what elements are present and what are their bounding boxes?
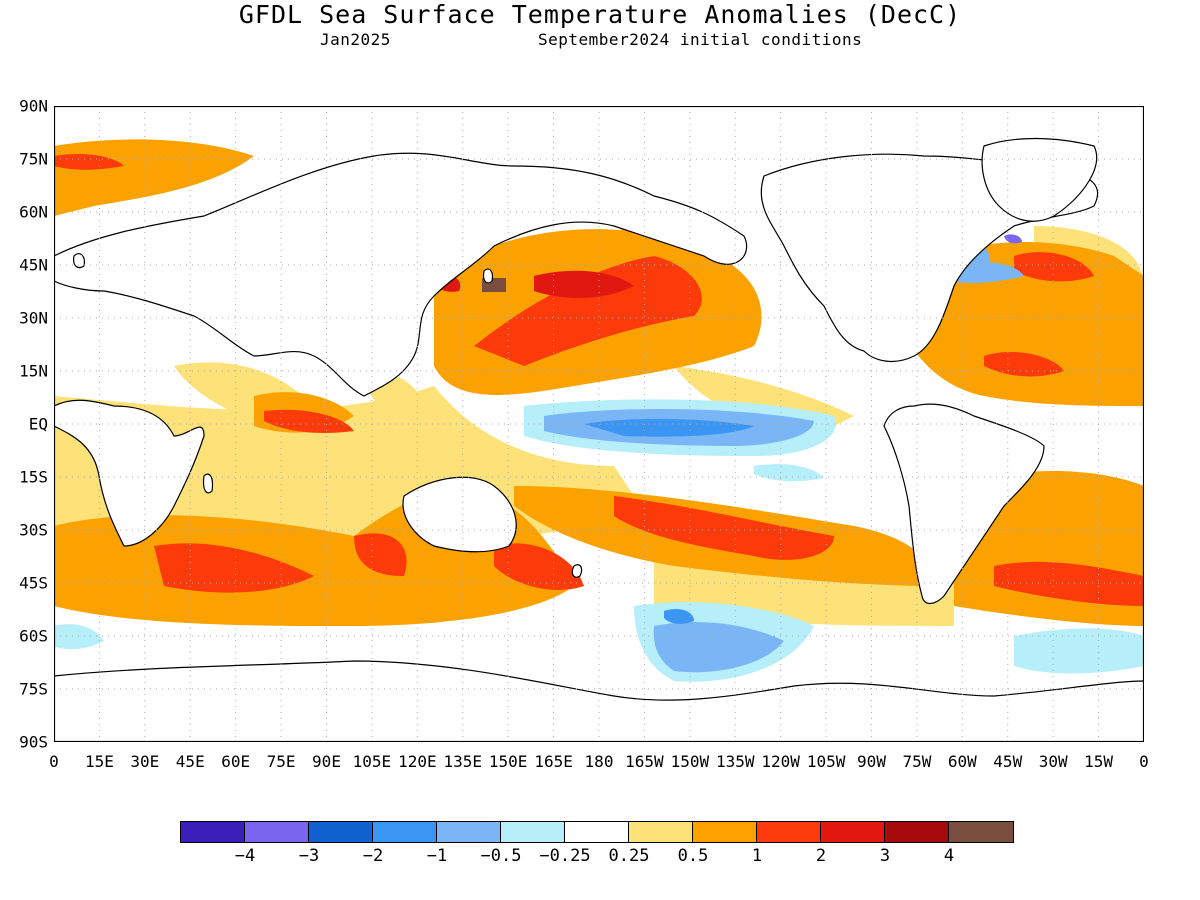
lat-label: 45S xyxy=(19,573,48,593)
lon-label: 105E xyxy=(352,752,392,771)
lon-label: 105W xyxy=(806,752,846,771)
colorbar-label: 0.5 xyxy=(677,846,709,866)
colorbar-label: 2 xyxy=(815,846,827,866)
lon-label: 90W xyxy=(857,752,886,771)
lat-label: 60N xyxy=(19,202,48,222)
lon-label: 120W xyxy=(761,752,800,771)
lon-label: 165E xyxy=(534,752,573,771)
map-grid xyxy=(54,106,1144,742)
anomaly-1-2 xyxy=(54,154,1144,606)
lon-label: 15E xyxy=(84,752,114,771)
colorbar-swatch xyxy=(693,822,757,842)
lat-label: 15N xyxy=(19,361,48,381)
lon-label: 150E xyxy=(488,752,528,771)
colorbar-label: −3 xyxy=(298,846,320,866)
colorbar-swatch xyxy=(821,822,885,842)
colorbar-label: 4 xyxy=(943,846,955,866)
colorbar-swatch xyxy=(501,822,565,842)
lon-label: 90E xyxy=(312,752,341,771)
lon-label: 0 xyxy=(1139,752,1149,771)
colorbar-label: −2 xyxy=(362,846,384,866)
colorbar-swatch xyxy=(565,822,629,842)
colorbar-swatch xyxy=(885,822,949,842)
lat-label: 15S xyxy=(19,467,48,487)
colorbar-swatch xyxy=(757,822,821,842)
anomaly-neg-3-4 xyxy=(1004,234,1022,244)
lat-label: 30N xyxy=(19,308,48,328)
lon-label: 120E xyxy=(398,752,437,771)
lon-label: 150W xyxy=(670,752,710,771)
lat-label: 30S xyxy=(19,520,48,540)
lon-label: 60E xyxy=(221,752,251,771)
colorbar-swatch xyxy=(949,822,1013,842)
lat-label: 45N xyxy=(19,255,48,275)
colorbar-swatch xyxy=(309,822,373,842)
sst-anomaly-map xyxy=(54,106,1144,742)
lat-label: 75N xyxy=(19,149,48,169)
lon-label: 0 xyxy=(49,752,59,771)
colorbar-label: 3 xyxy=(879,846,891,866)
lon-label: 45E xyxy=(175,752,205,771)
lat-label: 60S xyxy=(19,626,48,646)
lon-label: 60W xyxy=(947,752,977,771)
colorbar-swatch xyxy=(181,822,245,842)
colorbar xyxy=(180,821,1014,843)
lat-label: 90S xyxy=(19,732,48,752)
lat-label: 75S xyxy=(19,679,48,699)
colorbar-label: −4 xyxy=(234,846,256,866)
lon-label: 75W xyxy=(902,752,932,771)
lon-label: 75E xyxy=(266,752,296,771)
lon-label: 15W xyxy=(1084,752,1114,771)
lon-label: 45W xyxy=(993,752,1023,771)
lon-label: 165W xyxy=(625,752,664,771)
lon-label: 180 xyxy=(584,752,614,771)
map-title: GFDL Sea Surface Temperature Anomalies (… xyxy=(238,0,962,29)
colorbar-label: −0.5 xyxy=(480,846,522,866)
colorbar-label: 0.25 xyxy=(608,846,650,866)
colorbar-swatch xyxy=(437,822,501,842)
lon-label: 30W xyxy=(1038,752,1068,771)
colorbar-swatch xyxy=(629,822,693,842)
colorbar-label: 1 xyxy=(751,846,763,866)
colorbar-label: −0.25 xyxy=(539,846,591,866)
colorbar-swatch xyxy=(373,822,437,842)
forecast-month: Jan2025 xyxy=(320,30,391,49)
colorbar-swatch xyxy=(245,822,309,842)
lat-label: 90N xyxy=(19,96,48,116)
lat-label: EQ xyxy=(28,414,48,434)
lon-label: 135E xyxy=(443,752,483,771)
colorbar-label: −1 xyxy=(426,846,448,866)
lon-label: 135W xyxy=(715,752,755,771)
map-frame xyxy=(54,106,1144,742)
lon-label: 30E xyxy=(130,752,160,771)
initial-conditions: September2024 initial conditions xyxy=(538,30,863,49)
continents xyxy=(54,137,1144,742)
